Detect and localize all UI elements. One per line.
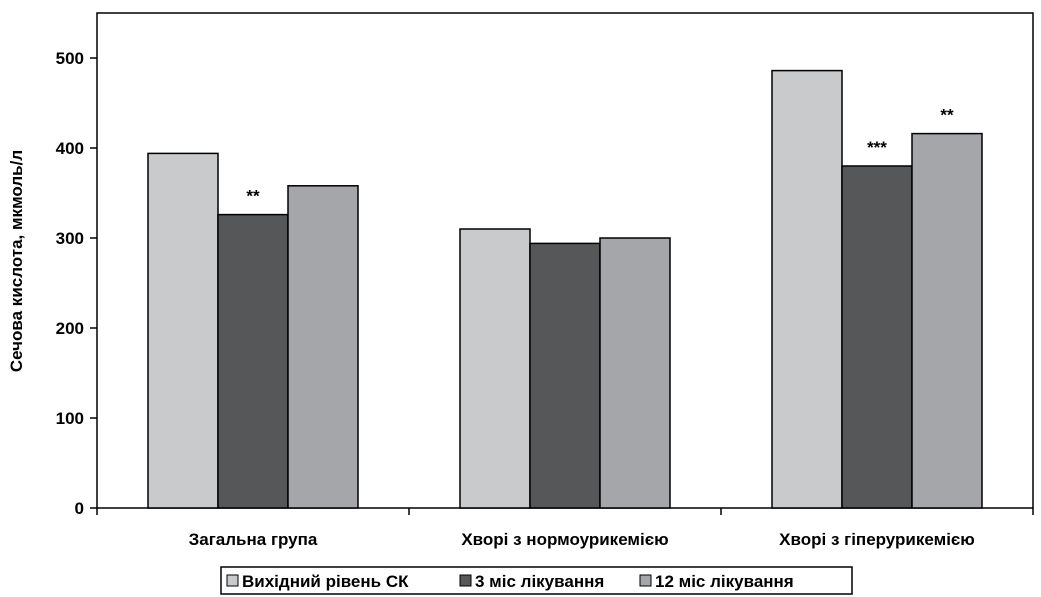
legend-swatch	[226, 574, 239, 587]
y-tick-label: 400	[56, 139, 84, 158]
bar-12-months-3	[911, 132, 983, 509]
significance-mark: **	[246, 187, 260, 206]
bar-baseline-3	[771, 69, 843, 509]
bar-3-months-1	[217, 213, 289, 509]
legend-entry-label: 3 міс лікування	[475, 572, 604, 591]
y-tick-label: 500	[56, 49, 84, 68]
legend-entry-label: 12 міс лікування	[655, 572, 794, 591]
x-category-label: Загальна група	[189, 530, 318, 549]
legend-swatch	[459, 574, 472, 587]
x-category-label: Хворі з гіперурикемією	[779, 530, 975, 549]
y-axis-title: Сечова кислота, мкмоль/л	[7, 150, 26, 372]
y-tick-label: 200	[56, 319, 84, 338]
x-category-label: Хворі з нормоурикемією	[461, 530, 668, 549]
bar-3-months-3	[841, 165, 913, 509]
legend-entry-label: Вихідний рівень СК	[242, 572, 409, 591]
legend-swatch	[639, 574, 652, 587]
significance-mark: ***	[867, 138, 887, 157]
bar-3-months-2	[529, 242, 601, 509]
bar-12-months-2	[599, 237, 671, 509]
bar-baseline-2	[459, 228, 531, 509]
y-tick-label: 100	[56, 409, 84, 428]
significance-mark: **	[940, 106, 954, 125]
bar-12-months-1	[287, 185, 359, 509]
y-tick-label: 0	[75, 499, 84, 518]
y-tick-label: 300	[56, 229, 84, 248]
legend	[220, 566, 853, 595]
bar-baseline-1	[147, 152, 219, 509]
